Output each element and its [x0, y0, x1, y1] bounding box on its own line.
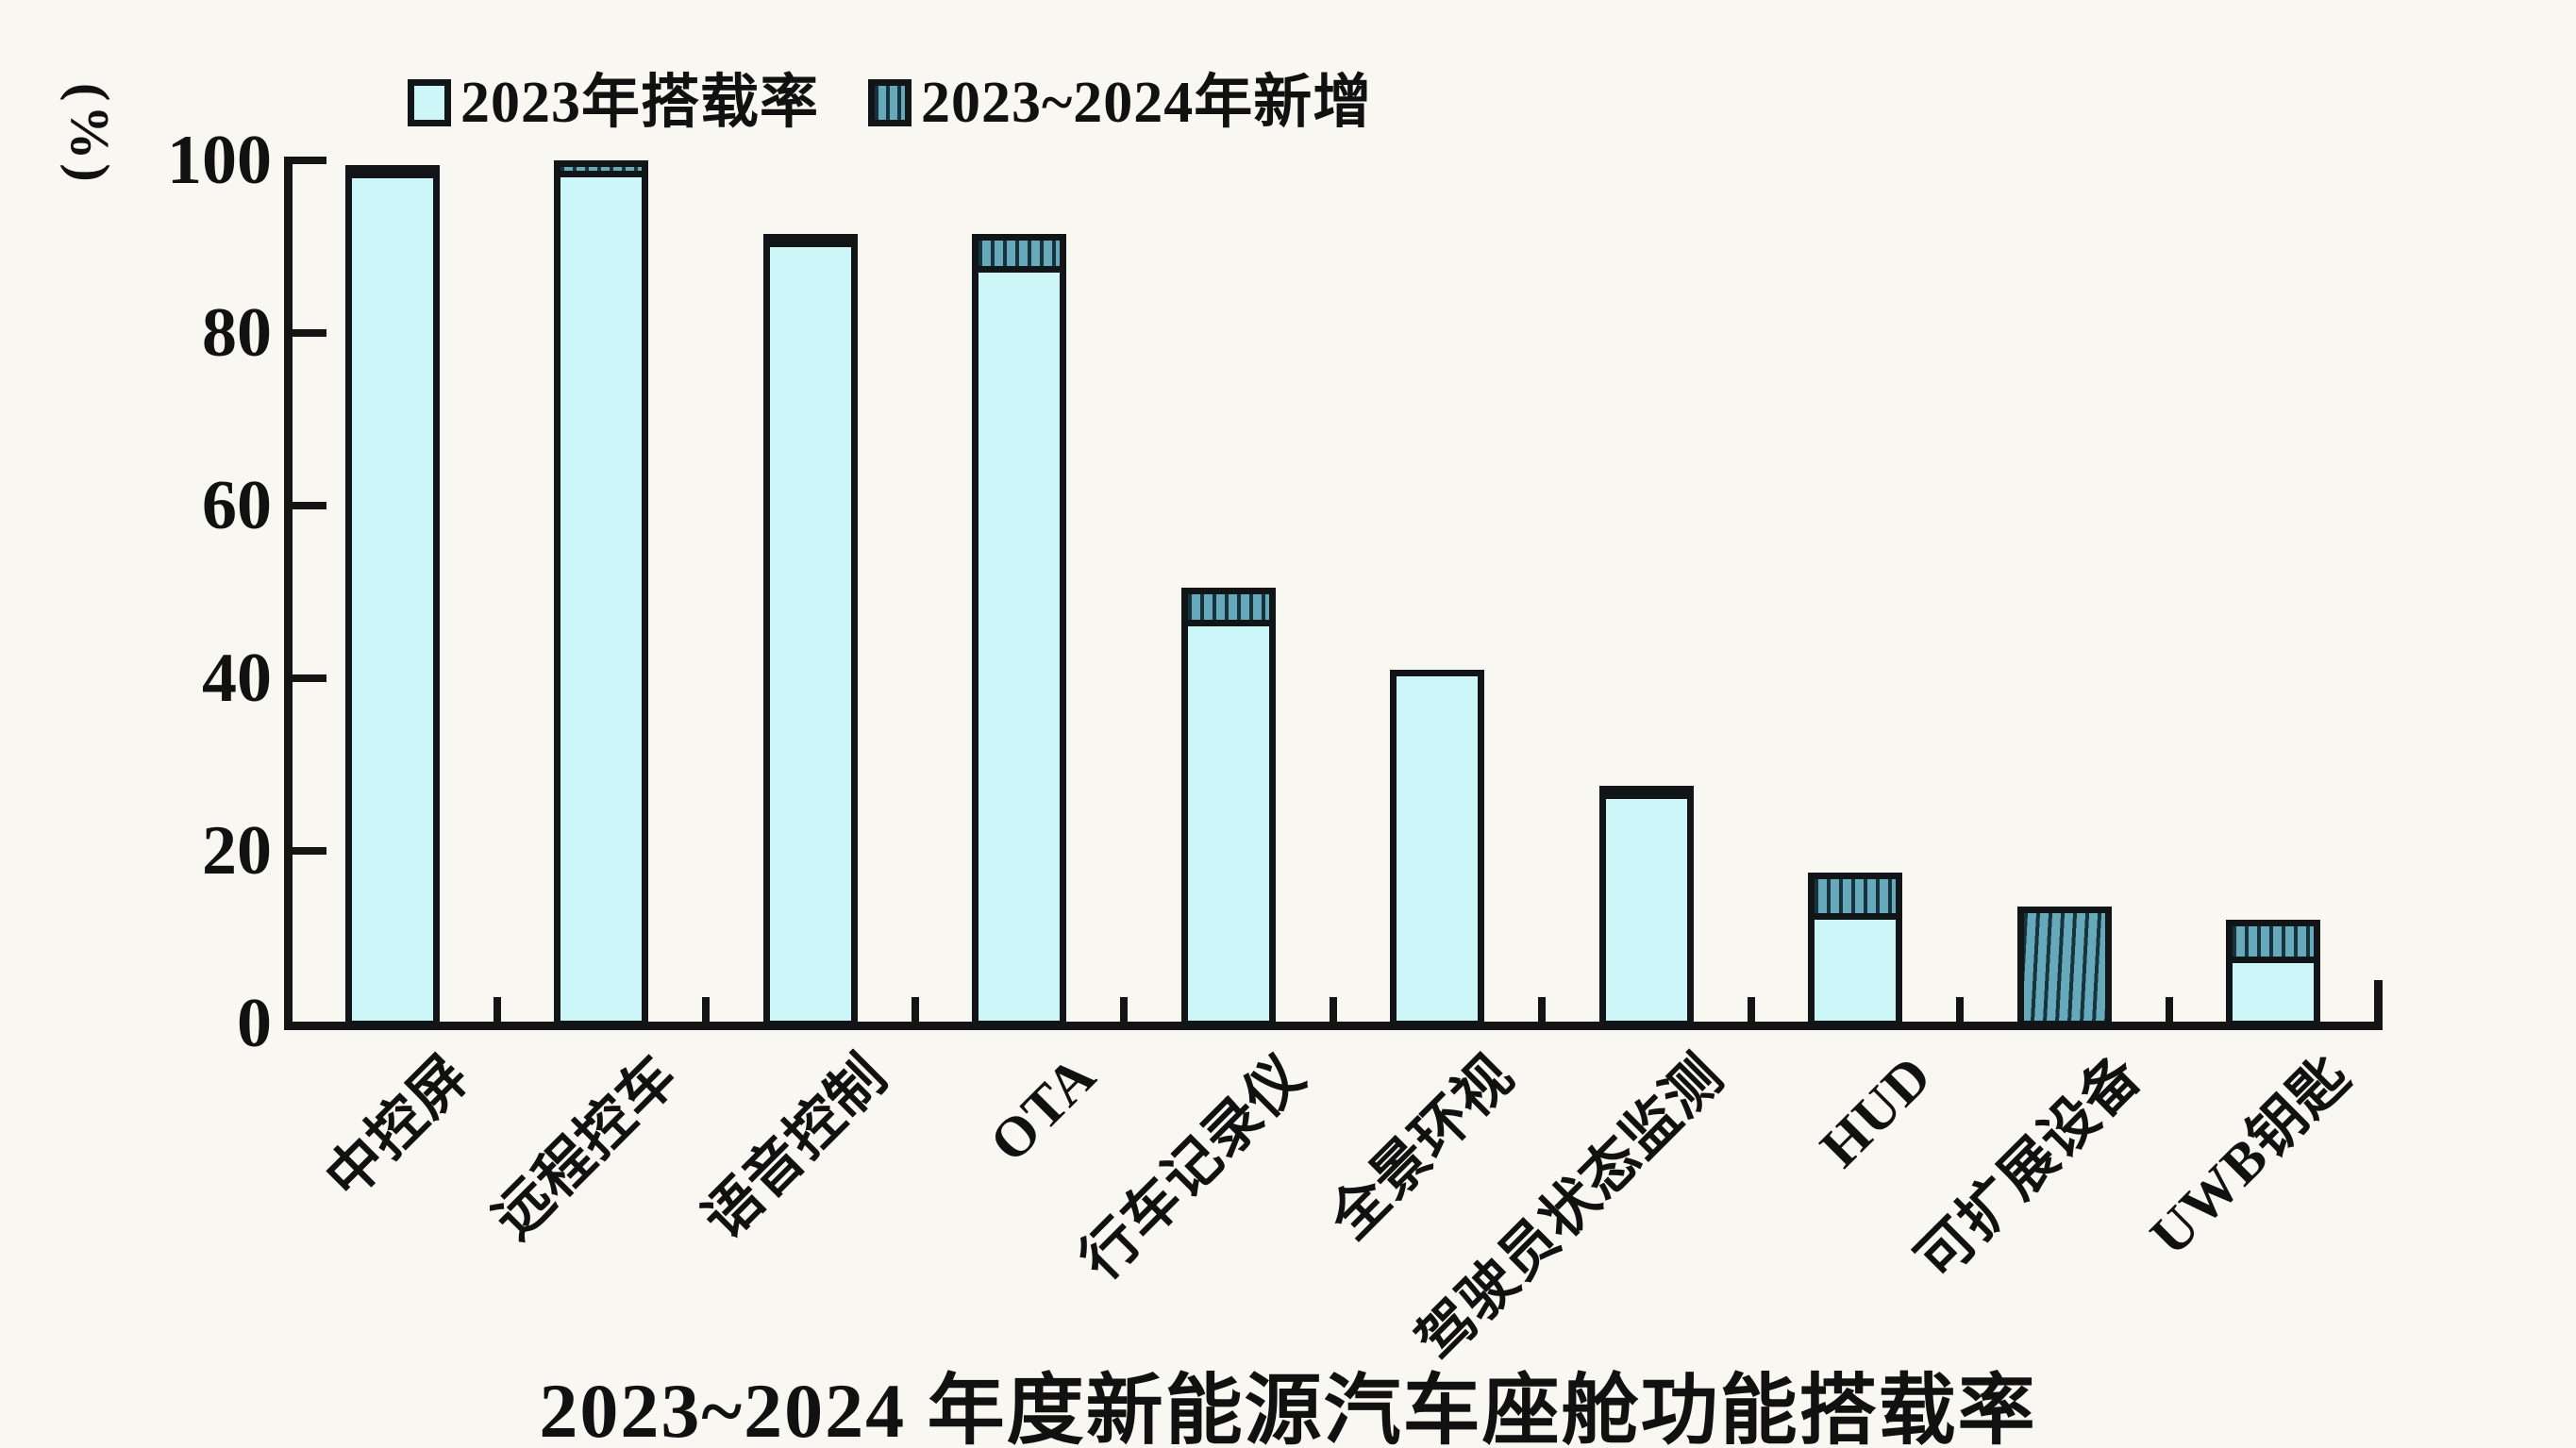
chart-title: 2023~2024 年度新能源汽车座舱功能搭载率 — [539, 1368, 2037, 1448]
bar-可扩展设备 — [2016, 907, 2112, 1027]
bar-segment-increment — [979, 240, 1061, 273]
x-tick — [1956, 997, 1964, 1024]
x-category-label: 全景环视 — [1318, 1043, 1526, 1251]
y-tick-label: 60 — [202, 467, 272, 544]
bar-HUD — [1808, 872, 1903, 1027]
x-category-label: 行车记录仪 — [1068, 1043, 1317, 1291]
bar-中控屏 — [344, 164, 440, 1027]
y-tick — [292, 502, 326, 509]
x-tick — [493, 997, 501, 1024]
bar-segment-increment — [351, 171, 433, 178]
legend-item-2023: 2023年搭载率 — [408, 74, 819, 132]
x-axis-end-tick — [2373, 980, 2383, 1024]
x-tick — [1120, 997, 1128, 1024]
bar-segment-increment — [1187, 593, 1269, 627]
y-tick-label: 100 — [167, 122, 272, 199]
bar-行车记录仪 — [1180, 587, 1276, 1027]
bar-segment-increment — [1815, 878, 1897, 921]
y-tick — [292, 157, 326, 164]
x-category-label: OTA — [977, 1043, 1108, 1174]
bar-segment-increment — [769, 240, 851, 247]
y-axis-line — [283, 157, 293, 1027]
bar-segment-increment — [1605, 792, 1687, 800]
y-tick-label: 20 — [202, 812, 272, 890]
x-tick — [702, 997, 710, 1024]
legend-item-increment: 2023~2024年新增 — [868, 74, 1372, 132]
x-category-label: 语音控制 — [691, 1043, 899, 1251]
bar-segment-increment — [560, 167, 643, 178]
x-tick — [2165, 997, 2173, 1024]
y-tick — [292, 329, 326, 337]
x-axis-line — [283, 1022, 2383, 1030]
legend-label-increment: 2023~2024年新增 — [921, 71, 1373, 135]
bar-UWB钥匙 — [2226, 920, 2321, 1027]
legend-label-2023: 2023年搭载率 — [460, 71, 820, 135]
legend: 2023年搭载率 2023~2024年新增 — [408, 74, 1372, 132]
x-category-label: UWB钥匙 — [2138, 1043, 2362, 1268]
x-tick — [1329, 997, 1337, 1024]
x-category-label: 可扩展设备 — [1904, 1043, 2153, 1291]
x-category-label: 远程控车 — [482, 1043, 690, 1251]
y-tick-label: 40 — [202, 640, 272, 717]
x-tick — [1538, 997, 1546, 1024]
bar-OTA — [972, 233, 1067, 1027]
bar-驾驶员状态监测 — [1598, 786, 1694, 1027]
y-axis-unit-label: (%) — [59, 83, 121, 186]
bar-语音控制 — [762, 233, 858, 1027]
x-tick — [911, 997, 919, 1024]
bar-全景环视 — [1390, 669, 1485, 1027]
x-category-label: HUD — [1808, 1043, 1944, 1179]
x-tick — [1747, 997, 1755, 1024]
y-tick-label: 80 — [202, 294, 272, 372]
y-tick — [292, 847, 326, 855]
legend-swatch-increment-icon — [868, 79, 912, 126]
y-tick-label: 0 — [237, 985, 272, 1062]
bar-segment-increment — [2233, 926, 2315, 963]
x-category-label: 中控屏 — [313, 1043, 481, 1210]
y-tick — [292, 674, 326, 682]
bar-远程控车 — [554, 160, 649, 1027]
legend-swatch-2023-icon — [408, 79, 451, 126]
